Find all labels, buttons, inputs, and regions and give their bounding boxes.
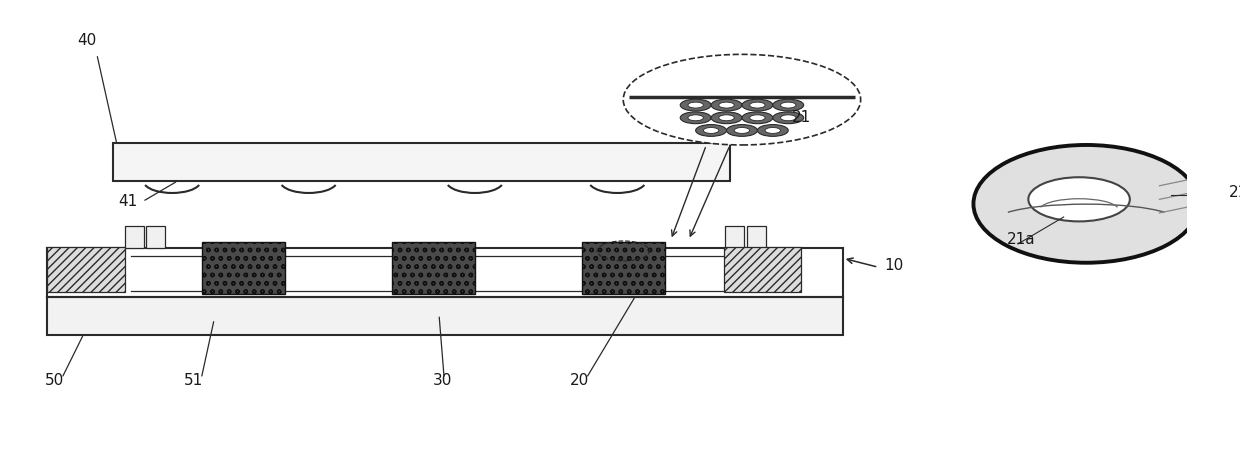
Circle shape	[688, 115, 703, 121]
Circle shape	[681, 99, 711, 111]
Circle shape	[780, 102, 796, 108]
Text: 21a: 21a	[1007, 232, 1035, 247]
Circle shape	[742, 112, 773, 124]
Bar	[725, 226, 744, 248]
Bar	[47, 297, 843, 335]
Bar	[47, 247, 125, 292]
Circle shape	[719, 102, 734, 108]
Circle shape	[765, 128, 780, 133]
Text: 10: 10	[884, 258, 904, 273]
Circle shape	[688, 102, 703, 108]
Circle shape	[681, 112, 711, 124]
Circle shape	[750, 115, 765, 121]
Text: 51: 51	[184, 373, 203, 388]
Bar	[113, 143, 730, 181]
Ellipse shape	[973, 145, 1199, 263]
Circle shape	[727, 125, 758, 136]
Text: 21: 21	[792, 111, 811, 125]
Circle shape	[734, 128, 750, 133]
Circle shape	[703, 128, 719, 133]
Text: 30: 30	[433, 373, 453, 388]
Circle shape	[773, 112, 804, 124]
Text: 41: 41	[119, 194, 138, 209]
Circle shape	[719, 115, 734, 121]
Bar	[146, 226, 165, 248]
Bar	[392, 242, 475, 294]
Bar	[582, 242, 665, 294]
Bar	[125, 226, 144, 248]
Text: 20: 20	[570, 373, 589, 388]
Text: 21: 21	[1229, 185, 1240, 200]
Bar	[724, 247, 801, 292]
Circle shape	[624, 54, 861, 145]
Circle shape	[773, 99, 804, 111]
Circle shape	[696, 125, 727, 136]
Text: 40: 40	[77, 34, 97, 48]
Circle shape	[758, 125, 789, 136]
Circle shape	[711, 112, 742, 124]
Circle shape	[742, 99, 773, 111]
Circle shape	[750, 102, 765, 108]
Circle shape	[711, 99, 742, 111]
Bar	[746, 226, 765, 248]
Circle shape	[780, 115, 796, 121]
Ellipse shape	[1028, 177, 1130, 222]
Text: 50: 50	[45, 373, 64, 388]
Bar	[202, 242, 285, 294]
